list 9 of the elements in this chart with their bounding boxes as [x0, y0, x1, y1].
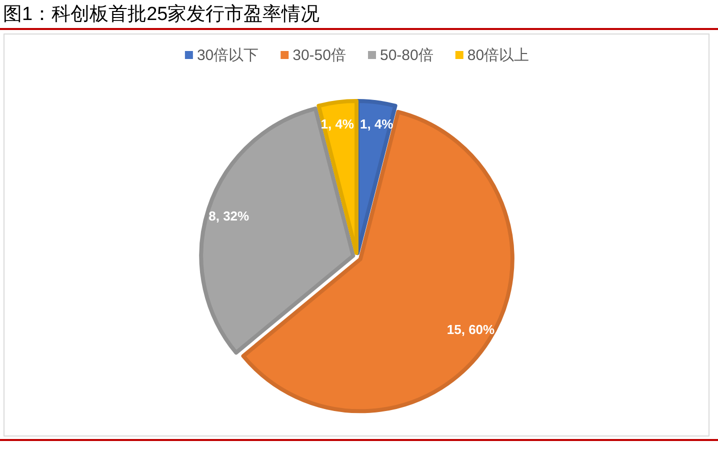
- legend-label: 30倍以下: [196, 47, 259, 64]
- legend-label: 30-50倍: [292, 47, 346, 64]
- data-label: 15, 60%: [446, 322, 496, 338]
- data-label: 1, 4%: [360, 116, 394, 132]
- data-label: 8, 32%: [208, 208, 250, 224]
- legend-label: 50-80倍: [380, 47, 434, 64]
- chart-title: 图1：科创板首批25家发行市盈率情况: [3, 3, 320, 25]
- data-label: 1, 4%: [320, 116, 354, 132]
- legend-label: 80倍以上: [467, 47, 530, 64]
